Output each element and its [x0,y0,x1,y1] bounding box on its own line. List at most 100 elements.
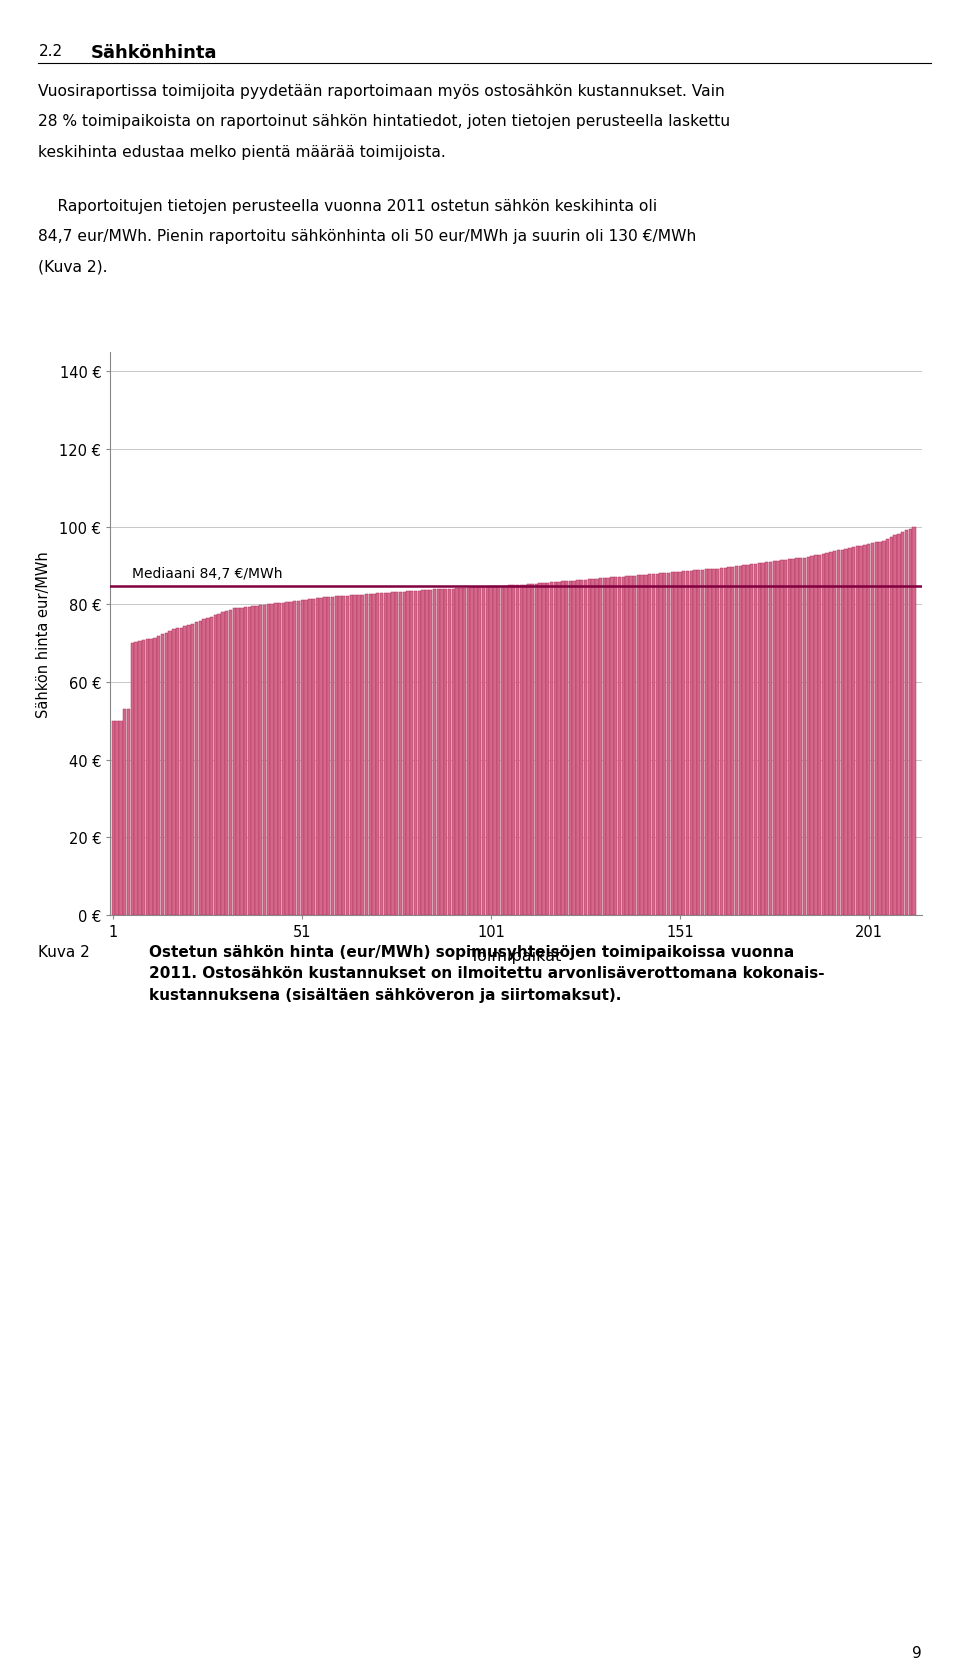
Bar [346,596,349,916]
Bar [685,571,689,916]
Bar [236,608,240,916]
Bar [558,583,561,916]
Bar [331,598,334,916]
Bar [878,543,881,916]
Bar [682,573,685,916]
Bar [300,601,304,916]
Bar [795,559,799,916]
Bar [562,583,564,916]
Bar [304,600,308,916]
Bar [199,622,202,916]
Bar [115,721,119,916]
Bar [519,586,523,916]
Bar [523,585,527,916]
Bar [886,539,889,916]
Bar [119,721,123,916]
Bar [564,581,568,916]
Bar [203,620,205,916]
Bar [629,576,633,916]
Text: keskihinta edustaa melko pientä määrää toimijoista.: keskihinta edustaa melko pientä määrää t… [38,144,446,160]
Text: 84,7 eur/MWh. Pienin raportoitu sähkönhinta oli 50 eur/MWh ja suurin oli 130 €/M: 84,7 eur/MWh. Pienin raportoitu sähkönhi… [38,228,697,244]
Bar [576,581,580,916]
Text: Ostetun sähkön hinta (eur/MWh) sopimusyhteisöjen toimipaikoissa vuonna
2011. Ost: Ostetun sähkön hinta (eur/MWh) sopimusyh… [149,944,825,1003]
Bar [478,588,482,916]
Bar [539,585,541,916]
Bar [221,613,225,916]
Bar [728,568,731,916]
Bar [738,566,742,916]
Bar [777,561,780,916]
Bar [406,591,410,916]
Bar [263,605,266,916]
Bar [863,546,867,916]
Text: Mediaani 84,7 €/MWh: Mediaani 84,7 €/MWh [132,568,283,581]
Bar [826,554,828,916]
Bar [384,593,387,916]
Text: 9: 9 [912,1645,922,1660]
Bar [402,593,406,916]
Bar [584,580,588,916]
Bar [277,603,281,916]
Bar [546,583,549,916]
Bar [259,606,262,916]
Bar [228,610,232,916]
Bar [240,608,244,916]
Bar [784,561,787,916]
Bar [131,643,134,916]
Bar [467,588,470,916]
Bar [275,605,277,916]
Bar [271,605,274,916]
Bar [818,556,822,916]
Bar [572,581,576,916]
Bar [474,588,478,916]
Bar [890,538,893,916]
Bar [425,591,428,916]
Bar [806,558,810,916]
Bar [361,595,365,916]
Bar [871,544,875,916]
Bar [614,578,617,916]
Bar [750,564,754,916]
Bar [875,543,878,916]
Bar [327,598,330,916]
Bar [859,546,863,916]
Bar [621,578,625,916]
Bar [841,551,844,916]
Bar [324,598,326,916]
Text: Vuosiraportissa toimijoita pyydetään raportoimaan myös ostosähkön kustannukset. : Vuosiraportissa toimijoita pyydetään rap… [38,84,725,99]
Bar [912,528,916,916]
Bar [769,563,772,916]
Bar [164,633,168,916]
Bar [447,590,451,916]
Bar [232,608,236,916]
Bar [837,551,840,916]
Bar [765,563,768,916]
Bar [482,588,485,916]
Bar [675,573,678,916]
Bar [527,585,531,916]
Bar [210,617,213,916]
Text: 28 % toimipaikoista on raportoinut sähkön hintatiedot, joten tietojen perusteell: 28 % toimipaikoista on raportoinut sähkö… [38,114,731,129]
Bar [724,568,727,916]
Bar [248,608,252,916]
Bar [705,570,708,916]
Bar [640,576,644,916]
Bar [297,601,300,916]
Bar [395,593,398,916]
Bar [591,580,595,916]
Bar [773,561,776,916]
Bar [111,721,115,916]
Bar [255,606,258,916]
Bar [195,623,198,916]
Bar [708,570,711,916]
Bar [848,549,852,916]
Bar [444,590,447,916]
Bar [187,625,191,916]
Bar [391,593,395,916]
Bar [648,575,652,916]
Bar [554,583,557,916]
Bar [512,586,516,916]
Bar [414,591,418,916]
Bar [470,588,474,916]
Text: 2.2: 2.2 [38,44,62,59]
